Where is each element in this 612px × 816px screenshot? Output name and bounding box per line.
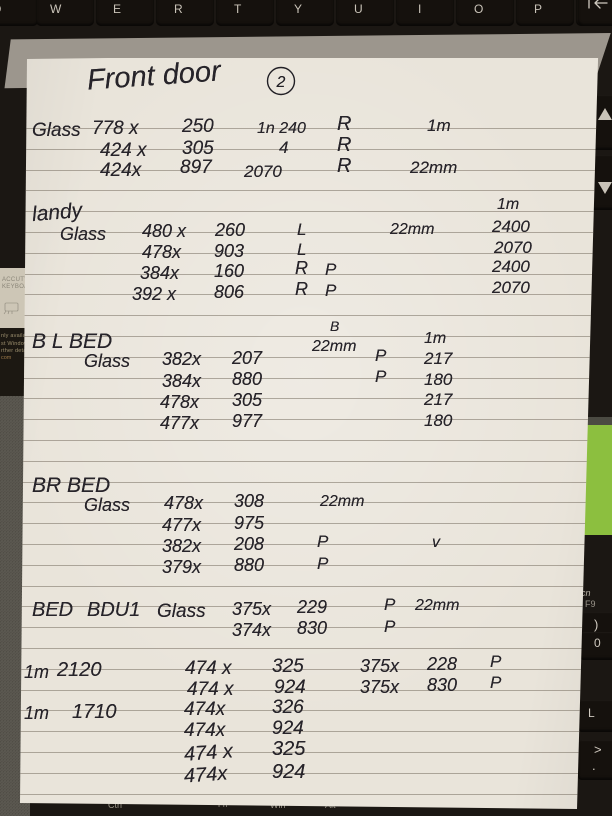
svg-text:2: 2 <box>276 74 286 91</box>
